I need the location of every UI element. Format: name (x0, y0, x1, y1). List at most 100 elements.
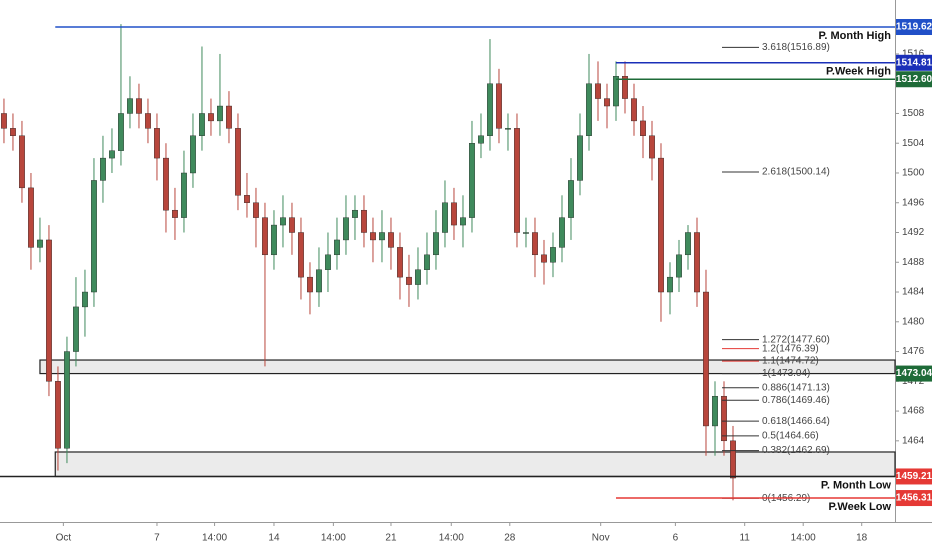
candle-body (451, 202, 457, 226)
candle-body (595, 83, 601, 99)
candle-body (352, 209, 358, 218)
candle-body (334, 239, 340, 256)
y-tick-label: 1516 (902, 49, 925, 60)
candle-body (424, 254, 430, 270)
price-tag (896, 19, 932, 36)
level-name: P. Month Low (821, 479, 892, 491)
x-tick-label: 7 (154, 533, 160, 544)
y-tick-label: 1508 (902, 108, 925, 119)
candle-body (667, 276, 673, 293)
fib-label: 1(1473.04) (762, 368, 810, 379)
price-tag-label: 1459.21 (896, 471, 932, 482)
candle-body (712, 395, 718, 427)
candle-body (487, 83, 493, 136)
candle-body (379, 232, 385, 241)
candle-body (181, 172, 187, 218)
candle-body (676, 254, 682, 278)
candle-body (388, 232, 394, 248)
candle-body (136, 98, 142, 114)
candle-body (703, 291, 709, 427)
candle-body (685, 232, 691, 256)
candle-body (226, 105, 232, 129)
candle-body (37, 239, 43, 248)
candle-body (217, 105, 223, 122)
x-tick-label: 14:00 (321, 533, 346, 544)
candle-body (100, 157, 106, 181)
x-tick-label: 14:00 (791, 533, 816, 544)
candle-body (271, 224, 277, 256)
candle-body (109, 150, 115, 159)
candle-body (280, 217, 286, 226)
candle-body (253, 202, 259, 218)
candle-body (640, 120, 646, 136)
candle-body (10, 128, 16, 136)
candle-body (199, 113, 205, 136)
candle-body (244, 195, 250, 203)
fib-label: 0.886(1471.13) (762, 382, 830, 393)
y-tick-label: 1492 (902, 227, 925, 238)
candle-body (478, 135, 484, 144)
candle-body (73, 306, 79, 352)
x-tick-label: 6 (673, 533, 679, 544)
y-tick-label: 1468 (902, 406, 925, 417)
fib-label: 0.5(1464.66) (762, 431, 819, 442)
candle-body (316, 269, 322, 293)
candle-body (496, 83, 502, 129)
price-tag-label: 1519.62 (896, 22, 932, 33)
candle-body (262, 217, 268, 256)
y-tick-label: 1488 (902, 257, 925, 268)
candle-body (307, 276, 313, 293)
level-name: P.Week High (826, 66, 891, 78)
x-tick-label: 21 (385, 533, 397, 544)
candle-body (235, 128, 241, 196)
candle-body (550, 247, 556, 263)
candle-body (127, 98, 133, 114)
y-tick-label: 1504 (902, 138, 925, 149)
price-tag (896, 468, 932, 485)
y-tick-label: 1496 (902, 197, 925, 208)
candle-body (460, 217, 466, 226)
x-tick-label: 11 (739, 533, 750, 544)
candle-body (577, 135, 583, 181)
fib-label: 3.618(1516.89) (762, 42, 830, 53)
candle-body (46, 239, 52, 382)
fib-label: 0.786(1469.46) (762, 395, 830, 406)
candle-body (523, 232, 529, 234)
x-tick-label: 18 (856, 533, 868, 544)
x-tick-label: Oct (56, 533, 72, 544)
x-tick-label: 14:00 (202, 533, 227, 544)
candle-body (154, 128, 160, 159)
price-tag-label: 1473.04 (896, 368, 932, 379)
fib-label: 1.272(1477.60) (762, 334, 830, 345)
price-tag (896, 71, 932, 88)
candle-body (532, 232, 538, 256)
zone (39, 359, 896, 375)
candle-body (343, 217, 349, 241)
price-tag-label: 1512.60 (896, 74, 932, 85)
candle-body (622, 76, 628, 99)
candle-body (604, 98, 610, 107)
candle-body (442, 202, 448, 233)
candle-body (658, 157, 664, 293)
candle-body (298, 232, 304, 278)
candle-body (415, 269, 421, 285)
candle-body (82, 291, 88, 308)
candle-body (370, 232, 376, 241)
y-tick-label: 1484 (902, 287, 925, 298)
price-tag (896, 54, 932, 71)
candle-body (361, 209, 367, 233)
candle-body (190, 135, 196, 174)
candle-body (208, 113, 214, 122)
x-tick-label: 14:00 (439, 533, 464, 544)
candle-body (514, 128, 520, 233)
price-tag-label: 1456.31 (896, 493, 932, 504)
candle-body (730, 440, 736, 479)
fib-label: 1.1(1474.72) (762, 356, 819, 367)
candle-body (118, 113, 124, 151)
candle-body (433, 232, 439, 256)
fib-label: 1.2(1476.39) (762, 343, 819, 354)
candle-body (28, 187, 34, 248)
fib-label: 0.382(1462.69) (762, 445, 830, 456)
candle-body (325, 254, 331, 270)
y-tick-label: 1480 (902, 316, 925, 327)
